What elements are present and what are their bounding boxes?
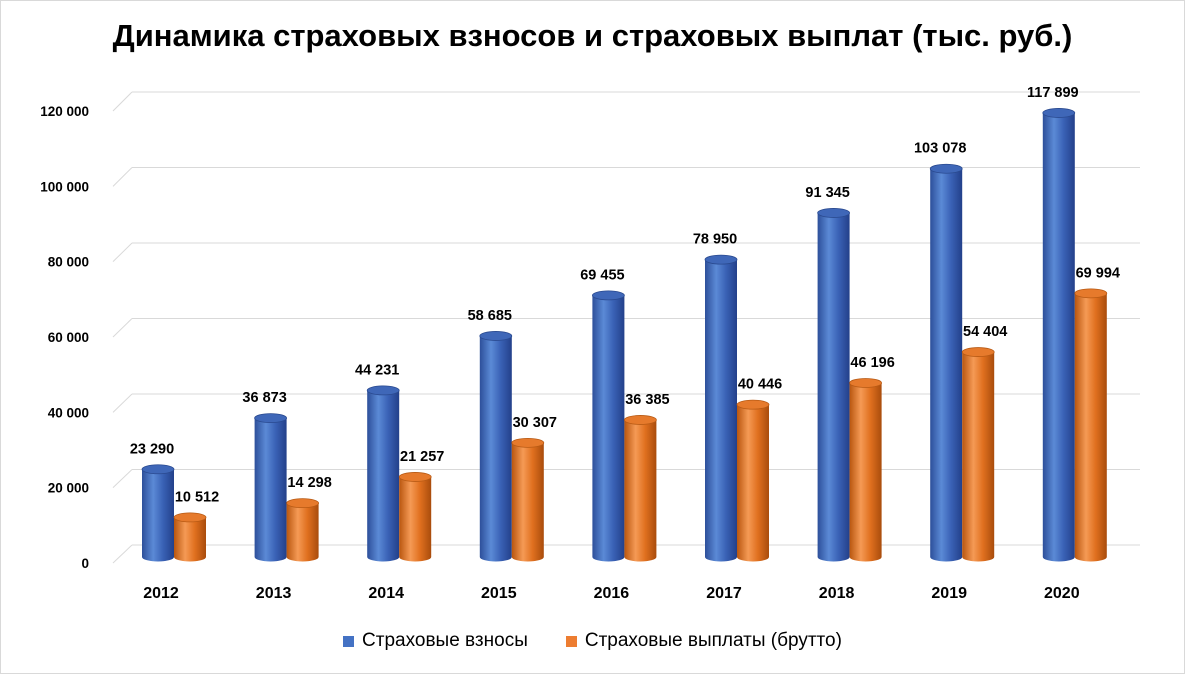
bar-top-contributions — [366, 385, 400, 396]
bar-top-payouts — [286, 498, 320, 509]
data-label-contributions: 44 231 — [355, 362, 399, 378]
gridline-connector — [112, 393, 133, 413]
bar-top-payouts — [511, 437, 545, 448]
data-label-payouts: 46 196 — [850, 355, 894, 371]
bar-top-contributions — [479, 331, 513, 341]
y-tick-label: 60 000 — [48, 330, 89, 345]
legend-item-contributions: Страховые взносы — [343, 630, 528, 652]
gridline-connector — [112, 544, 133, 564]
data-label-payouts: 14 298 — [287, 475, 331, 491]
bar-payouts — [1074, 293, 1107, 562]
y-tick-label: 0 — [81, 556, 89, 571]
bar-top-payouts — [736, 399, 770, 410]
bar-top-contributions — [592, 290, 625, 301]
chart-title: Динамика страховых взносов и страховых в… — [112, 18, 1073, 53]
data-label-contributions: 91 345 — [805, 185, 849, 201]
bar-top-contributions — [817, 208, 850, 218]
y-tick-label: 20 000 — [48, 481, 89, 496]
data-label-contributions: 117 899 — [1027, 85, 1079, 101]
bar-top-payouts — [624, 415, 657, 425]
data-label-contributions: 69 455 — [580, 267, 624, 283]
bar-payouts — [174, 517, 206, 562]
bar-payouts — [286, 503, 319, 562]
gridline-connector — [112, 167, 133, 187]
legend-swatch-payouts — [565, 635, 577, 647]
legend-label-contributions: Страховые взносы — [362, 630, 528, 651]
bar-contributions — [930, 168, 963, 562]
x-tick-label: 2016 — [594, 585, 630, 602]
bar-contributions — [592, 295, 625, 562]
data-label-payouts: 36 385 — [625, 392, 669, 408]
x-tick-label: 2020 — [1044, 585, 1080, 602]
bar-top-contributions — [141, 464, 175, 475]
gridline-connector — [112, 242, 133, 263]
x-tick-label: 2014 — [368, 585, 404, 602]
data-label-payouts: 69 994 — [1076, 265, 1120, 281]
bar-payouts — [737, 404, 769, 562]
x-tick-label: 2012 — [143, 585, 179, 602]
x-tick-label: 2013 — [256, 585, 292, 602]
bar-contributions — [254, 418, 287, 562]
bar-top-contributions — [1042, 108, 1076, 118]
bar-payouts — [962, 352, 995, 562]
bar-top-payouts — [398, 472, 432, 482]
bar-top-payouts — [1074, 288, 1108, 299]
legend-label-payouts: Страховые выплаты (брутто) — [584, 630, 842, 651]
bar-contributions — [1042, 112, 1075, 562]
bar-top-payouts — [173, 512, 207, 523]
bar-payouts — [849, 382, 882, 562]
x-tick-label: 2015 — [481, 585, 517, 602]
bar-payouts — [624, 419, 657, 562]
x-tick-label: 2019 — [931, 585, 967, 602]
data-label-payouts: 54 404 — [963, 324, 1007, 340]
y-tick-label: 100 000 — [40, 179, 89, 194]
data-label-contributions: 58 685 — [468, 308, 512, 324]
gridline-connector — [112, 469, 133, 489]
bar-top-contributions — [704, 254, 738, 265]
bar-payouts — [399, 476, 432, 562]
gridline-connector — [112, 91, 133, 112]
x-tick-label: 2017 — [706, 585, 742, 602]
data-label-payouts: 30 307 — [513, 415, 557, 431]
x-tick-label: 2018 — [819, 585, 855, 602]
data-label-contributions: 36 873 — [242, 390, 286, 406]
data-label-contributions: 103 078 — [914, 141, 966, 157]
y-tick-label: 120 000 — [40, 104, 89, 119]
data-label-payouts: 21 257 — [400, 449, 444, 465]
gridline-connector — [112, 318, 133, 338]
bar-top-contributions — [254, 413, 288, 424]
bar-contributions — [367, 390, 400, 562]
bar-payouts — [511, 442, 544, 562]
data-label-payouts: 10 512 — [175, 489, 219, 505]
legend-swatch-contributions — [343, 635, 355, 647]
y-tick-label: 80 000 — [48, 255, 89, 270]
bar-top-payouts — [849, 378, 882, 388]
bar-contributions — [705, 259, 737, 562]
y-tick-label: 40 000 — [48, 405, 89, 420]
chart-legend: Страховые взносы Страховые выплаты (брут… — [0, 630, 1185, 652]
bar-top-contributions — [929, 163, 963, 174]
bar-top-payouts — [961, 347, 995, 357]
legend-item-payouts: Страховые выплаты (брутто) — [565, 630, 842, 652]
bar-contributions — [142, 469, 174, 562]
bar-contributions — [817, 212, 850, 562]
data-label-payouts: 40 446 — [738, 377, 782, 393]
bar-contributions — [479, 335, 512, 562]
data-label-contributions: 78 950 — [693, 232, 737, 248]
data-label-contributions: 23 290 — [130, 441, 174, 457]
